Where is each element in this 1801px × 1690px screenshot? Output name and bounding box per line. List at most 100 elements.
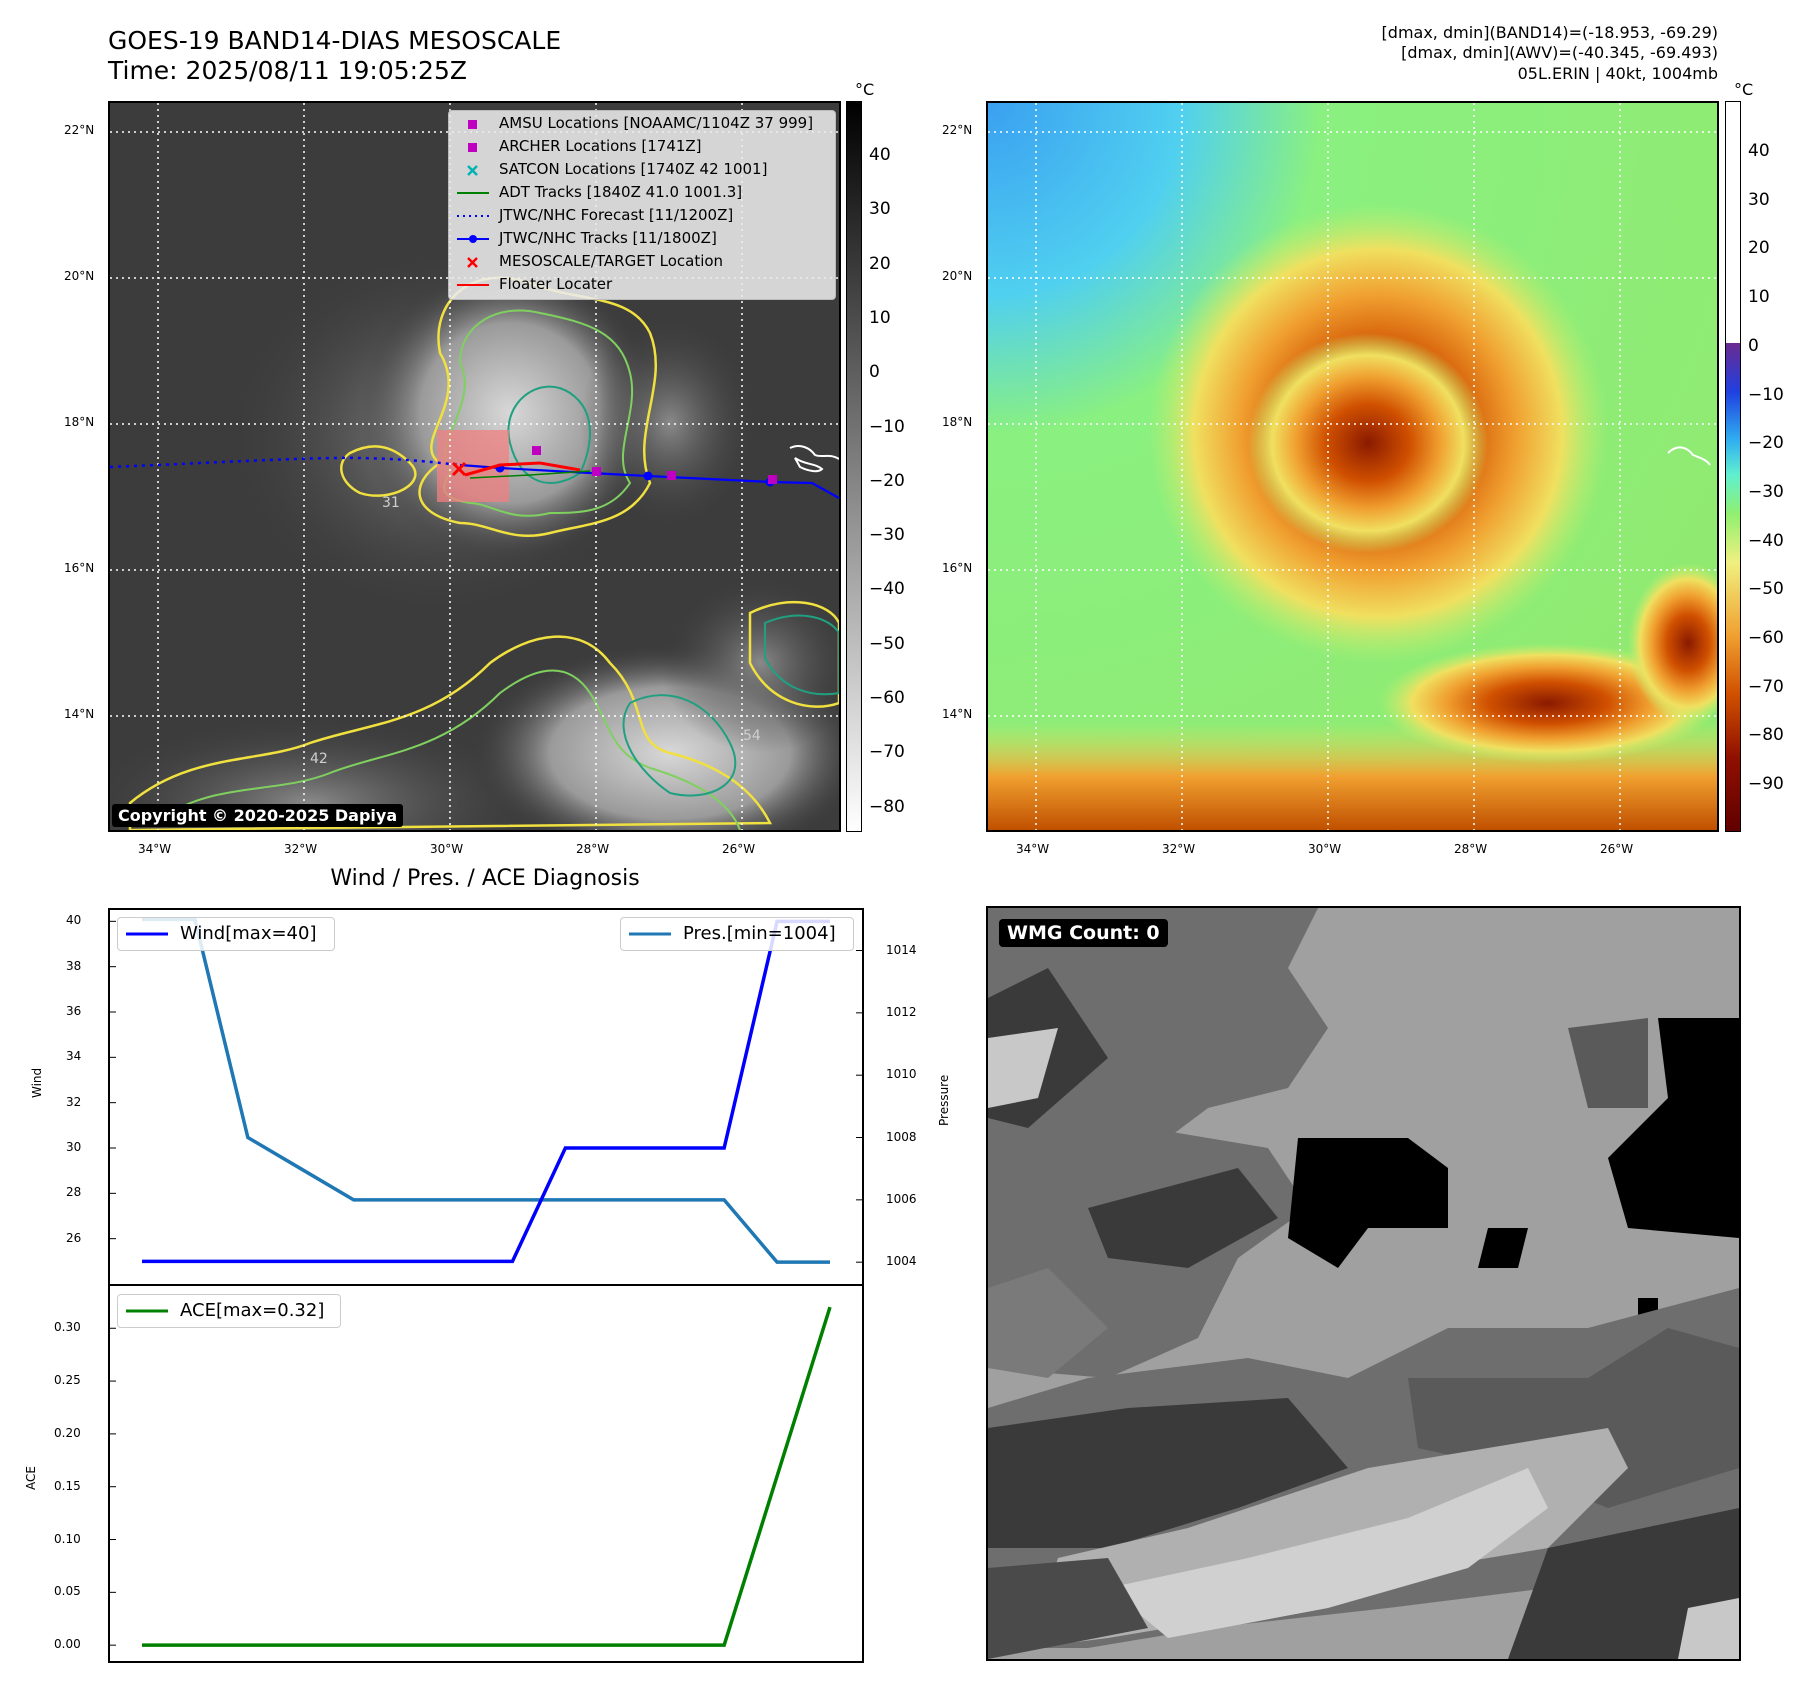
pres-ytick-label: 1014 [886, 942, 917, 957]
colorbar-left-tick: 30 [869, 199, 891, 220]
lat-label-22n: 22°N [64, 123, 95, 137]
pres-legend-label: Pres.[min=1004] [683, 923, 836, 944]
ace-plot [110, 1306, 832, 1647]
lat-label-14n: 14°N [64, 707, 95, 721]
awv-map-image [988, 103, 1717, 830]
ace-axis-label: ACE [24, 1466, 38, 1490]
lat-label-14n-right: 14°N [942, 707, 973, 721]
lat-label-18n-right: 18°N [942, 415, 973, 429]
awv-map-panel [986, 101, 1719, 832]
storm-info-text: 05L.ERIN | 40kt, 1004mb [1517, 64, 1718, 83]
ace-series-line [142, 1306, 832, 1647]
floater-locater-line [464, 461, 581, 477]
colorbar-right-tick: −10 [1748, 384, 1784, 405]
figure-title-line1: GOES-19 BAND14-DIAS MESOSCALE [108, 26, 562, 55]
contour-label-54: 54 [743, 728, 761, 744]
figure-title-line2: Time: 2025/08/11 19:05:25Z [108, 56, 467, 85]
colorbar-right [1725, 101, 1741, 832]
ace-ytick-label: 0.20 [54, 1425, 81, 1440]
lon-label-34w-right: 34°W [1016, 842, 1050, 856]
colorbar-left-tick: −10 [869, 416, 905, 437]
ace-chart [108, 1284, 864, 1663]
colorbar-right-tick: −20 [1748, 433, 1784, 454]
wind-pres-plot [110, 917, 862, 1264]
wmg-panel: WMG Count: 0 [986, 906, 1741, 1661]
colorbar-right-unit: °C [1734, 80, 1754, 99]
chart-title: Wind / Pres. / ACE Diagnosis [330, 866, 640, 891]
lon-label-34w: 34°W [138, 842, 172, 856]
colorbar-left-tick: 20 [869, 253, 891, 274]
target-x-marker [451, 461, 467, 477]
pres-ytick-label: 1008 [886, 1129, 917, 1144]
lon-label-30w: 30°W [430, 842, 464, 856]
wmg-image [988, 908, 1739, 1659]
colorbar-left [846, 101, 862, 832]
pres-ytick-label: 1006 [886, 1191, 917, 1206]
colorbar-right-tick: 0 [1748, 335, 1759, 356]
wind-ytick-label: 38 [66, 958, 82, 973]
wmg-count-badge: WMG Count: 0 [999, 919, 1168, 947]
ace-ytick-label: 0.25 [54, 1373, 81, 1388]
colorbar-right-tick: −60 [1748, 628, 1784, 648]
lat-label-16n-right: 16°N [942, 561, 973, 575]
lon-label-28w: 28°W [576, 842, 610, 856]
amsu-marker-2 [768, 475, 777, 484]
lon-label-32w: 32°W [284, 842, 318, 856]
wind-ytick-label: 34 [66, 1049, 82, 1064]
wind-pres-chart [108, 908, 864, 1286]
lon-label-26w-right: 26°W [1600, 842, 1634, 856]
pres-ytick-label: 1010 [886, 1067, 917, 1082]
colorbar-left-tick: −60 [869, 688, 905, 708]
copyright-badge: Copyright © 2020-2025 Dapiya [112, 804, 404, 827]
contour-label-42: 42 [310, 751, 328, 767]
pres-ytick-label: 1004 [886, 1254, 917, 1269]
ace-legend: ACE[max=0.32] [117, 1294, 341, 1328]
wind-ytick-label: 36 [66, 1004, 82, 1018]
colorbar-left-tick: 10 [869, 307, 891, 328]
colorbar-right-tick: −70 [1748, 676, 1784, 697]
pres-legend: Pres.[min=1004] [620, 917, 854, 951]
ir-map-panel: 31 54 42 [108, 101, 841, 832]
lat-label-18n: 18°N [64, 415, 95, 429]
dmax-band14-text: [dmax, dmin](BAND14)=(-18.953, -69.29) [1381, 23, 1718, 42]
colorbar-right-tick: 10 [1748, 287, 1770, 308]
archer-marker [532, 446, 541, 455]
lat-label-20n: 20°N [64, 269, 95, 283]
ace-legend-label: ACE[max=0.32] [180, 1300, 325, 1321]
colorbar-right-tick: −50 [1748, 579, 1784, 600]
colorbar-left-tick: 0 [869, 362, 880, 383]
lat-label-16n: 16°N [64, 561, 95, 575]
wind-ytick-label: 30 [66, 1140, 82, 1154]
lon-label-30w-right: 30°W [1308, 842, 1342, 856]
lon-label-26w: 26°W [722, 842, 756, 856]
wind-legend: Wind[max=40] [117, 917, 335, 951]
ace-ytick-label: 0.05 [54, 1584, 81, 1599]
lon-label-32w-right: 32°W [1162, 842, 1196, 856]
colorbar-right-tick: 30 [1748, 189, 1770, 210]
colorbar-left-tick: −70 [869, 742, 905, 763]
amsu-marker-3 [592, 467, 601, 476]
lat-label-20n-right: 20°N [942, 269, 973, 283]
wind-ytick-label: 40 [66, 913, 82, 928]
colorbar-left-unit: °C [855, 80, 875, 99]
amsu-marker-1 [667, 471, 676, 480]
colorbar-right-tick: 20 [1748, 238, 1770, 259]
map-legend: AMSU Locations [NOAAMC/1104Z 37 999] ARC… [448, 110, 836, 300]
colorbar-left-tick: 40 [869, 145, 891, 165]
colorbar-right-tick: 40 [1748, 141, 1770, 161]
wind-axis-label: Wind [30, 1067, 44, 1098]
wind-ytick-label: 28 [66, 1185, 82, 1200]
wind-ytick-label: 26 [66, 1230, 82, 1245]
ace-ytick-label: 0.10 [54, 1531, 81, 1546]
lat-label-22n-right: 22°N [942, 123, 973, 137]
colorbar-right-tick: −90 [1748, 774, 1784, 795]
colorbar-right-tick: −80 [1748, 725, 1784, 746]
dmax-awv-text: [dmax, dmin](AWV)=(-40.345, -69.493) [1401, 43, 1718, 62]
contour-label-31: 31 [382, 495, 400, 511]
pressure-axis-label: Pressure [937, 1074, 951, 1126]
pres-ytick-label: 1012 [886, 1004, 917, 1019]
lon-label-28w-right: 28°W [1454, 842, 1488, 856]
ace-ytick-label: 0.00 [54, 1637, 81, 1652]
jtwc-forecast-track [110, 456, 461, 469]
colorbar-left-tick: −40 [869, 579, 905, 600]
